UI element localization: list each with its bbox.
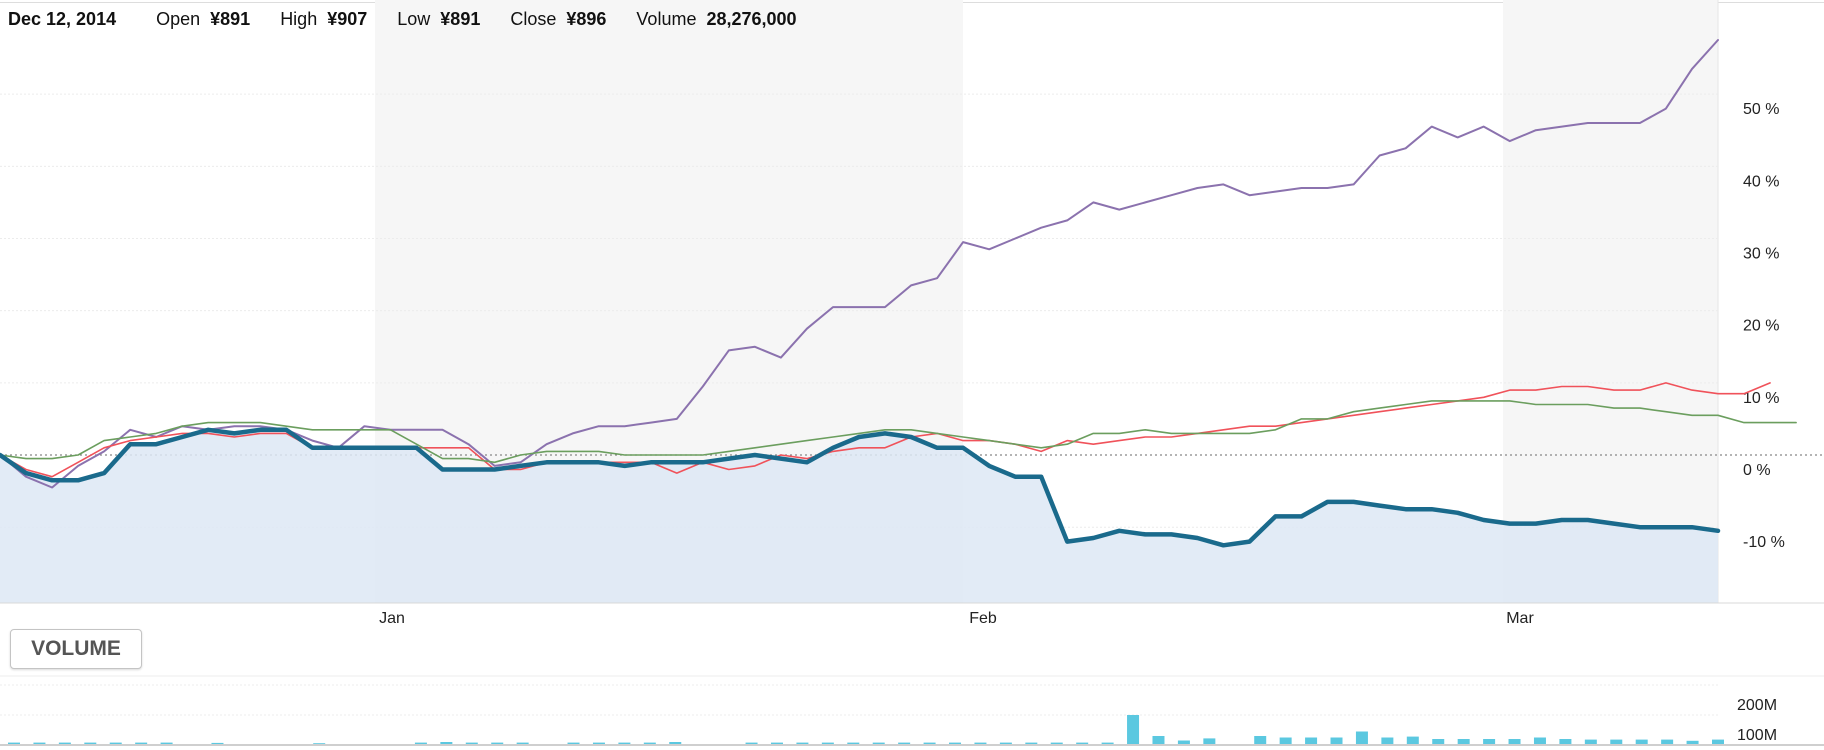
volume-bar [8,742,20,745]
volume-bar [491,742,504,745]
volume-bar [465,742,478,745]
volume-bar [567,742,580,745]
y-tick-label: 10 % [1743,390,1779,407]
y-tick-label: 20 % [1743,318,1779,335]
volume-bar [898,742,911,745]
open-label: Open [156,8,201,29]
volume-bar [1635,739,1648,745]
volume-bar [1483,739,1496,745]
volume-bar [1508,739,1521,745]
volume-bar [1457,739,1470,745]
volume-bar [974,742,987,745]
volume-bar [643,742,656,745]
volume-bar [592,742,605,745]
volume-bar [516,742,529,745]
volume-bar [796,742,809,745]
volume-bar [135,742,148,745]
close-field: Close ¥896 [510,9,606,30]
y-tick-label: 30 % [1743,245,1779,262]
volume-bar [821,742,834,745]
volume-bar [999,742,1012,745]
low-label: Low [397,8,431,29]
ohlc-info-bar: Dec 12, 2014 Open ¥891 High ¥907 Low ¥891 C… [8,8,827,30]
volume-label: Volume [636,8,697,29]
volume-bar [1127,715,1140,745]
volume-bar [1584,739,1597,745]
volume-bar [1305,737,1318,745]
x-tick-label: Jan [379,610,405,627]
volume-bar [1610,739,1623,745]
low-field: Low ¥891 [397,9,480,30]
volume-bar [1406,736,1419,745]
volume-bar [770,742,783,745]
series-line-green [0,400,1797,464]
volume-value: 28,276,000 [706,8,797,29]
volume-bar [872,742,885,745]
volume-bar [1533,737,1546,745]
volume-bar [1177,740,1190,745]
main-series-area [0,429,1718,603]
high-value: ¥907 [327,8,368,29]
volume-field: Volume 28,276,000 [636,9,796,30]
series-line-main [0,427,1721,548]
volume-bar [1355,731,1368,745]
volume-bar [1025,742,1038,745]
y-tick-label: -10 % [1743,534,1785,551]
y-tick-label: 40 % [1743,173,1779,190]
volume-bar [1432,739,1445,745]
volume-bar [33,742,46,745]
open-field: Open ¥891 [156,9,250,30]
high-field: High ¥907 [280,9,367,30]
volume-bar [1712,739,1724,745]
volume-bar [1661,739,1674,745]
volume-tick-label: 200M [1737,697,1777,714]
open-value: ¥891 [210,8,251,29]
volume-bar [109,742,122,745]
close-label: Close [510,8,557,29]
close-value: ¥896 [566,8,607,29]
volume-bar [669,742,682,745]
quote-date: Dec 12, 2014 [8,8,117,29]
volume-bar [160,742,173,745]
month-band-mar [1503,0,1718,603]
volume-tick-label: 100M [1737,727,1777,744]
volume-bar [1279,737,1292,745]
volume-bar [1686,740,1699,745]
volume-toggle-button[interactable]: VOLUME [10,629,142,669]
low-value: ¥891 [440,8,481,29]
volume-bar [923,742,936,745]
volume-bar [1559,739,1572,745]
volume-bar [1152,736,1165,745]
volume-bar [1254,736,1267,745]
volume-bar [84,742,97,745]
y-tick-label: 50 % [1743,101,1779,118]
volume-bar [949,742,962,745]
volume-bar [211,742,224,745]
volume-bar [618,742,631,745]
volume-bar [1101,742,1114,745]
volume-bar [1330,737,1343,745]
volume-bar [58,742,71,745]
volume-bar [1076,742,1089,745]
volume-bar [414,742,427,745]
x-tick-label: Feb [969,610,997,627]
volume-bar [1203,738,1216,745]
volume-bar [440,742,453,745]
volume-bar [745,742,758,745]
high-label: High [280,8,318,29]
volume-bar [1050,742,1063,745]
volume-bar [847,742,860,745]
volume-bar [1381,737,1394,745]
x-tick-label: Mar [1506,610,1534,627]
y-tick-label: 0 % [1743,462,1771,479]
